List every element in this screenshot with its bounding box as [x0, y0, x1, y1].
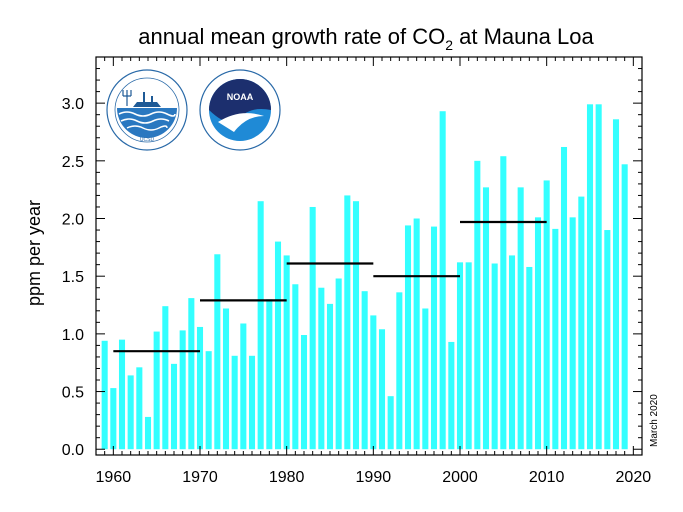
bar-2012 — [560, 146, 568, 450]
noaa-logo: NOAA — [199, 69, 281, 151]
bar-1970 — [196, 326, 204, 450]
bar-2000 — [456, 262, 464, 450]
bar-1981 — [292, 284, 299, 450]
bar-1961 — [118, 339, 126, 450]
bar-1973 — [222, 308, 230, 450]
bar-2018 — [612, 119, 620, 450]
scripps-sub-label: UCSD — [140, 137, 155, 143]
bar-1971 — [205, 351, 212, 450]
bar-2005 — [500, 156, 507, 450]
bar-2006 — [508, 255, 516, 450]
bar-2011 — [552, 228, 559, 450]
bar-1989 — [361, 291, 368, 450]
bar-1966 — [162, 306, 169, 450]
bar-1985 — [326, 303, 334, 450]
bar-2017 — [604, 230, 611, 450]
bar-2004 — [491, 263, 498, 450]
bar-1999 — [448, 341, 455, 450]
bar-1993 — [396, 292, 403, 450]
y-tick-label-6: 3.0 — [62, 96, 84, 113]
bar-1979 — [274, 241, 282, 450]
bar-1990 — [370, 315, 377, 450]
bar-1980 — [283, 255, 290, 450]
scripps-logo: UCSD — [106, 69, 188, 151]
x-tick-label-2020: 2020 — [616, 469, 652, 486]
bar-1969 — [188, 298, 195, 450]
bar-1995 — [413, 218, 420, 450]
y-tick-label-0: 0.0 — [62, 442, 84, 459]
bar-1960 — [110, 388, 117, 450]
x-tick-label-2010: 2010 — [529, 469, 565, 486]
y-tick-label-2: 1.0 — [62, 327, 84, 344]
date-note: March 2020 — [649, 394, 660, 447]
bar-2010 — [543, 180, 550, 450]
y-tick-label-3: 1.5 — [62, 269, 84, 286]
bar-2003 — [482, 187, 490, 450]
bar-1986 — [335, 278, 342, 450]
bar-1975 — [240, 323, 247, 450]
bar-2013 — [569, 217, 576, 450]
y-tick-label-4: 2.0 — [62, 212, 84, 229]
bar-1963 — [136, 367, 143, 450]
bar-2009 — [534, 217, 542, 450]
bar-1988 — [352, 201, 360, 450]
bar-1983 — [309, 206, 316, 450]
bar-1962 — [127, 375, 134, 450]
bar-1964 — [144, 416, 152, 450]
bar-1972 — [214, 254, 221, 450]
x-tick-label-1990: 1990 — [356, 469, 392, 486]
bar-1968 — [179, 330, 186, 450]
chart-title: annual mean growth rate of CO2 at Mauna … — [138, 24, 594, 53]
plot-frame — [95, 56, 643, 456]
y-axis-label: ppm per year — [24, 200, 44, 306]
bar-1998 — [439, 111, 446, 450]
x-tick-label-2000: 2000 — [442, 469, 478, 486]
bar-1977 — [257, 201, 264, 450]
bar-2015 — [586, 104, 594, 450]
bar-1992 — [387, 396, 394, 450]
bar-2002 — [474, 160, 481, 450]
x-tick-label-1980: 1980 — [269, 469, 305, 486]
bar-2007 — [517, 187, 524, 450]
bar-1991 — [378, 329, 386, 450]
bars-layer — [101, 104, 628, 450]
bar-1994 — [404, 225, 412, 450]
bar-2008 — [526, 266, 533, 450]
bar-1959 — [101, 340, 108, 450]
bar-1978 — [266, 299, 273, 450]
bar-1967 — [170, 363, 178, 450]
bar-1982 — [300, 335, 308, 450]
bar-1965 — [153, 331, 160, 450]
bar-2014 — [578, 196, 585, 450]
y-tick-label-1: 0.5 — [62, 385, 84, 402]
bar-1987 — [344, 195, 351, 450]
noaa-wordmark: NOAA — [227, 92, 254, 102]
decade-means-layer — [113, 220, 547, 353]
x-tick-label-1970: 1970 — [182, 469, 218, 486]
bar-1976 — [248, 355, 256, 450]
bar-2001 — [465, 262, 472, 450]
bar-1974 — [231, 355, 238, 450]
x-tick-label-1960: 1960 — [96, 469, 132, 486]
bar-2019 — [621, 164, 628, 450]
bar-1996 — [422, 308, 429, 450]
bar-1997 — [430, 226, 438, 450]
bar-1984 — [318, 287, 325, 450]
bar-2016 — [595, 104, 602, 450]
y-tick-label-5: 2.5 — [62, 154, 84, 171]
